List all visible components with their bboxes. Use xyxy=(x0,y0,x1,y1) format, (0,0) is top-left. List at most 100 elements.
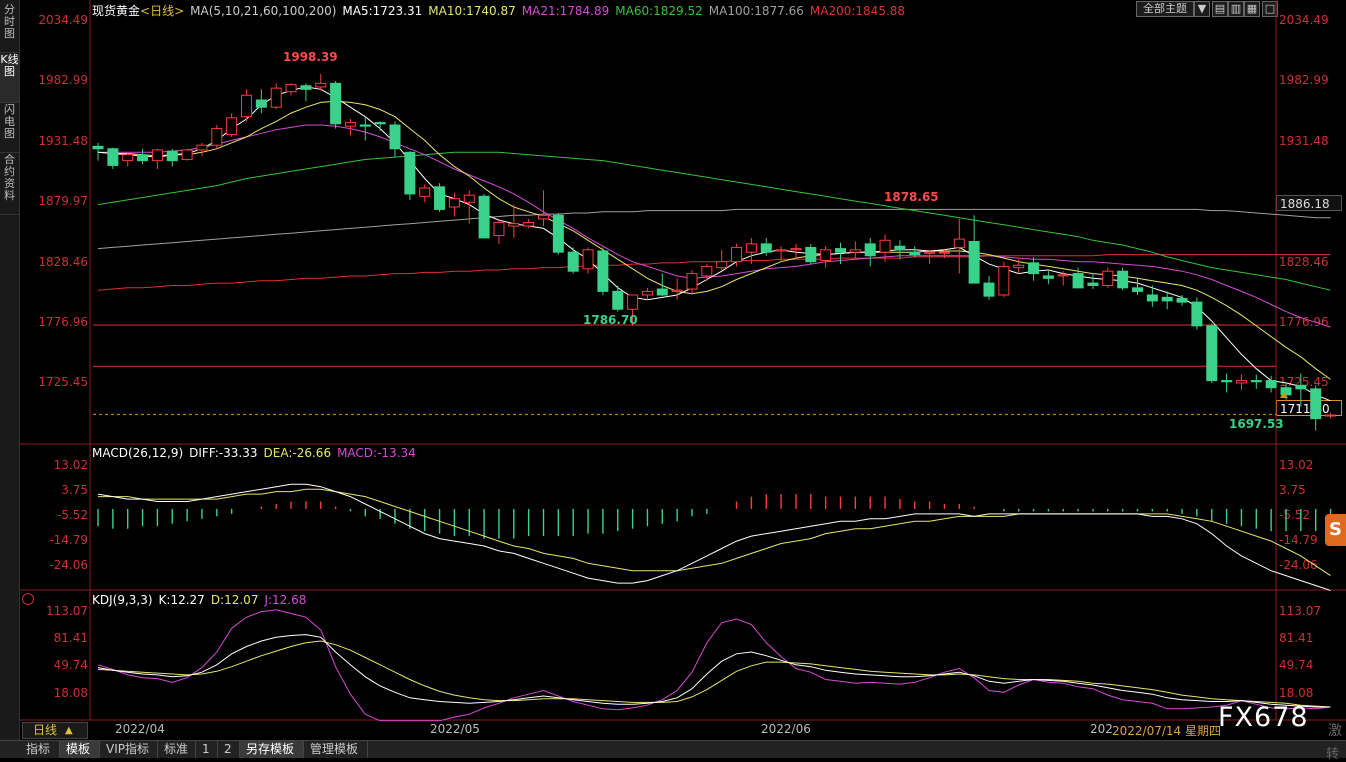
kdj-axis-right-0: 113.07 xyxy=(1279,604,1321,618)
candle-body xyxy=(597,250,609,292)
candle-body xyxy=(641,290,653,296)
macd-axis-right-0: 13.02 xyxy=(1279,458,1314,472)
tab-1[interactable]: 1 xyxy=(196,741,218,758)
annotation-mid-high: 1878.65 xyxy=(884,190,939,204)
candle-body xyxy=(1221,380,1233,383)
tab-manage-template[interactable]: 管理模板 xyxy=(304,741,368,758)
kdj-params: KDJ(9,3,3) xyxy=(92,593,153,607)
price-axis-left-1: 1982.99 xyxy=(38,73,88,87)
candle-body xyxy=(241,94,252,118)
kdj-header: KDJ(9,3,3) K:12.27 D:12.07 J:12.68 xyxy=(92,593,312,607)
layout-4-icon[interactable]: □ xyxy=(1262,1,1278,17)
price-axis-right-6: 1725.45 xyxy=(1279,375,1329,389)
candle-body xyxy=(701,265,713,277)
candle-body xyxy=(1087,282,1099,286)
side-tab-timeshare[interactable]: 分时图 xyxy=(0,4,19,53)
tab-save-as-template[interactable]: 另存模板 xyxy=(240,741,304,758)
candle-body xyxy=(627,294,639,310)
kdj-settings-icon[interactable] xyxy=(22,593,34,605)
kdj-j: J:12.68 xyxy=(264,593,307,607)
candle-body xyxy=(1176,298,1188,303)
candle-body xyxy=(1206,325,1218,382)
candle-body xyxy=(938,251,950,254)
candle-body xyxy=(716,261,728,269)
candle-body xyxy=(330,82,342,125)
candle-body xyxy=(463,194,475,203)
macd-axis-left-4: -24.06 xyxy=(49,558,88,572)
last-price-arrow-icon xyxy=(1280,392,1288,398)
candle-body xyxy=(567,251,579,272)
annotation-high: 1998.39 xyxy=(283,50,338,64)
bottom-toolbar: 指标 模板 VIP指标 标准 1 2 另存模板 管理模板 转 xyxy=(0,740,1346,762)
candle-body xyxy=(181,149,193,160)
ma200-value: MA200:1845.88 xyxy=(809,4,906,18)
candle-body xyxy=(344,122,356,127)
candle-body xyxy=(894,245,906,251)
candle-body xyxy=(255,99,267,108)
period-label[interactable]: <日线> xyxy=(140,4,185,18)
ma-params: MA(5,10,21,60,100,200) xyxy=(190,4,337,18)
candle-body xyxy=(1013,264,1025,269)
date-axis-0: 2022/04 xyxy=(115,722,165,736)
instrument-name: 现货黄金 xyxy=(92,4,141,18)
tab-2[interactable]: 2 xyxy=(218,741,240,758)
candle-body xyxy=(1161,296,1173,302)
candle-body xyxy=(612,290,624,310)
candle-body xyxy=(389,124,401,150)
candle-body xyxy=(538,214,549,220)
period-tab[interactable]: 日线 ▲ xyxy=(22,722,88,739)
candle-body xyxy=(374,122,386,125)
cursor-date: 2022/07/14 星期四 xyxy=(1112,722,1221,739)
kdj-axis-right-3: 18.08 xyxy=(1279,686,1314,700)
candle-body xyxy=(226,117,238,135)
candle-body xyxy=(1325,414,1337,417)
candle-body xyxy=(924,251,936,254)
annotation-low-1: 1786.70 xyxy=(583,313,638,327)
candle-body xyxy=(315,82,327,88)
macd-axis-left-1: 3.75 xyxy=(61,483,88,497)
price-axis-left-4: 1828.46 xyxy=(38,255,88,269)
kdj-axis-left-1: 81.41 xyxy=(53,631,88,645)
macd-dea-line xyxy=(98,488,1331,577)
candle-body xyxy=(983,282,995,297)
layout-2-icon[interactable]: ▥ xyxy=(1228,1,1244,17)
candle-body xyxy=(731,246,743,263)
candle-body xyxy=(582,249,594,270)
chart-canvas[interactable]: 1998.39 1786.70 1878.65 1697.53 xyxy=(0,0,1346,740)
period-tab-label: 日线 xyxy=(33,723,58,737)
date-axis-2: 2022/06 xyxy=(761,722,811,736)
macd-diff: DIFF:-33.33 xyxy=(189,446,258,460)
theme-select[interactable]: 全部主题 xyxy=(1136,1,1194,17)
side-tab-contract-info[interactable]: 合约资料 xyxy=(0,154,19,215)
candle-body xyxy=(1146,294,1158,302)
side-overflow-text-2: 转 xyxy=(1326,747,1340,762)
sina-logo[interactable]: S xyxy=(1325,514,1346,546)
candle-body xyxy=(122,154,134,162)
candle-body xyxy=(1028,262,1040,275)
macd-axis-left-3: -14.79 xyxy=(49,533,88,547)
theme-dropdown-icon[interactable]: ▼ xyxy=(1194,1,1210,17)
candle-body xyxy=(849,249,861,253)
ma5-value: MA5:1723.31 xyxy=(342,4,423,18)
layout-1-icon[interactable]: ▤ xyxy=(1212,1,1228,17)
candle-body xyxy=(1310,388,1322,420)
tab-vip-indicator[interactable]: VIP指标 xyxy=(100,741,158,758)
candle-body xyxy=(166,150,178,162)
candle-body xyxy=(1265,380,1277,389)
tab-template[interactable]: 模板 xyxy=(60,741,100,758)
layout-3-icon[interactable]: ▦ xyxy=(1244,1,1260,17)
macd-axis-left-2: -5.52 xyxy=(56,508,88,522)
candle-body xyxy=(909,251,921,256)
price-axis-left-2: 1931.48 xyxy=(38,134,88,148)
side-tab-kline[interactable]: K线图 xyxy=(0,54,19,103)
macd-axis-right-4: -24.06 xyxy=(1279,558,1318,572)
candle-body xyxy=(1042,275,1054,279)
side-tab-lightning[interactable]: 闪电图 xyxy=(0,104,19,153)
tab-standard[interactable]: 标准 xyxy=(158,741,196,758)
candle-body xyxy=(404,151,416,195)
tab-indicator[interactable]: 指标 xyxy=(20,741,60,758)
macd-axis-right-2: -5.52 xyxy=(1279,508,1311,522)
candle-body xyxy=(1235,380,1247,384)
candle-body xyxy=(151,149,163,162)
candle-body xyxy=(805,246,817,263)
